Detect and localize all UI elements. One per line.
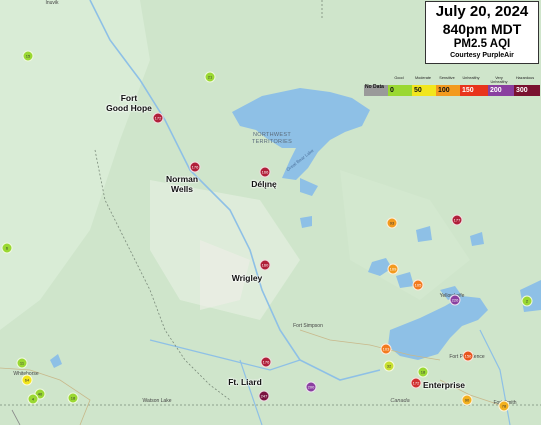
legend-level-200: 200 (488, 85, 514, 96)
region-label-nwt: NORTHWEST TERRITORIES (252, 132, 292, 146)
sensor-marker[interactable]: 177 (451, 214, 463, 226)
city-norman-wells-line-1: Norman (165, 174, 199, 184)
city-enterprise: Enterprise (422, 380, 466, 390)
sensor-marker[interactable]: 200 (305, 381, 317, 393)
sensor-marker[interactable]: 21 (204, 71, 216, 83)
sensor-marker[interactable]: 90 (461, 394, 473, 406)
title-time: 840pm MDT (442, 21, 522, 37)
legend-level-100: 100 (436, 85, 460, 96)
legend-categories: Good Moderate Sensitive Unhealthy Very Unhea… (364, 76, 540, 85)
city-deline: Délı̨nę (251, 179, 277, 189)
legend-level-300: 300 (514, 85, 540, 96)
sensor-marker[interactable]: 176 (260, 356, 272, 368)
legend-category-1: Moderate (414, 76, 432, 80)
sensor-marker[interactable]: 32 (383, 360, 395, 372)
sensor-marker[interactable]: 226 (449, 294, 461, 306)
place-fort-simpson: Fort Simpson (293, 323, 323, 329)
legend-no-data: No Data (364, 84, 388, 96)
sensor-marker[interactable]: 15 (22, 50, 34, 62)
sensor-marker[interactable]: 78 (498, 400, 510, 412)
legend-category-0: Good (394, 76, 404, 80)
place-top-left: Inuvik (45, 0, 59, 6)
legend-level-150: 150 (460, 85, 488, 96)
legend-category-5: Hazardous (515, 76, 535, 80)
title-date: July 20, 2024 (435, 3, 529, 20)
region-label-line-1: NORTHWEST (252, 132, 292, 138)
city-ft-liard: Ft. Liard (228, 377, 262, 387)
sensor-marker[interactable]: 172 (410, 377, 422, 389)
sensor-marker[interactable]: 247 (258, 390, 270, 402)
place-whitehorse: Whitehorse (13, 371, 38, 377)
legend-level-0: 0 (388, 85, 412, 96)
sensor-marker[interactable]: 172 (152, 112, 164, 124)
sensor-marker[interactable]: 18 (417, 366, 429, 378)
city-norman-wells-line-2: Wells (170, 184, 194, 194)
region-label-line-2: TERRITORIES (251, 139, 293, 145)
sensor-marker[interactable]: 64 (21, 374, 33, 386)
sensor-marker[interactable]: 160 (259, 259, 271, 271)
legend-category-4: Very Unhealthy (490, 76, 508, 84)
title-metric: PM2.5 AQI (453, 38, 511, 50)
city-wrigley: Wrigley (231, 273, 263, 283)
legend-category-3: Unhealthy (462, 76, 480, 80)
title-credit: Courtesy PurpleAir (450, 52, 514, 59)
legend-scale: No Data 0 50 100 150 200 300 (364, 84, 540, 96)
city-fort-good-hope-line-2: Good Hope (106, 103, 152, 113)
sensor-marker[interactable]: 176 (189, 161, 201, 173)
sensor-marker[interactable]: 2 (521, 295, 533, 307)
sensor-marker[interactable]: 156 (462, 350, 474, 362)
city-norman-wells: Norman Wells (166, 174, 198, 194)
sensor-marker[interactable]: 11 (16, 357, 28, 369)
sensor-marker[interactable]: 6 (1, 242, 13, 254)
country-label: Canada (390, 398, 410, 404)
sensor-marker[interactable]: 109 (387, 263, 399, 275)
city-fort-good-hope-line-1: Fort (120, 93, 138, 103)
city-fort-good-hope: Fort Good Hope (106, 93, 152, 113)
legend-level-50: 50 (412, 85, 436, 96)
sensor-marker[interactable]: 4 (27, 393, 39, 405)
sensor-marker[interactable]: 93 (386, 217, 398, 229)
sensor-marker[interactable]: 103 (380, 343, 392, 355)
title-box: July 20, 2024 840pm MDT PM2.5 AQI Courte… (425, 1, 539, 64)
place-watson-lake: Watson Lake (142, 398, 172, 404)
sensor-marker[interactable]: 105 (412, 279, 424, 291)
legend-category-2: Sensitive (439, 76, 455, 80)
aqi-legend: Good Moderate Sensitive Unhealthy Very Unhea… (364, 76, 540, 96)
sensor-marker[interactable]: 166 (259, 166, 271, 178)
sensor-marker[interactable]: 18 (67, 392, 79, 404)
